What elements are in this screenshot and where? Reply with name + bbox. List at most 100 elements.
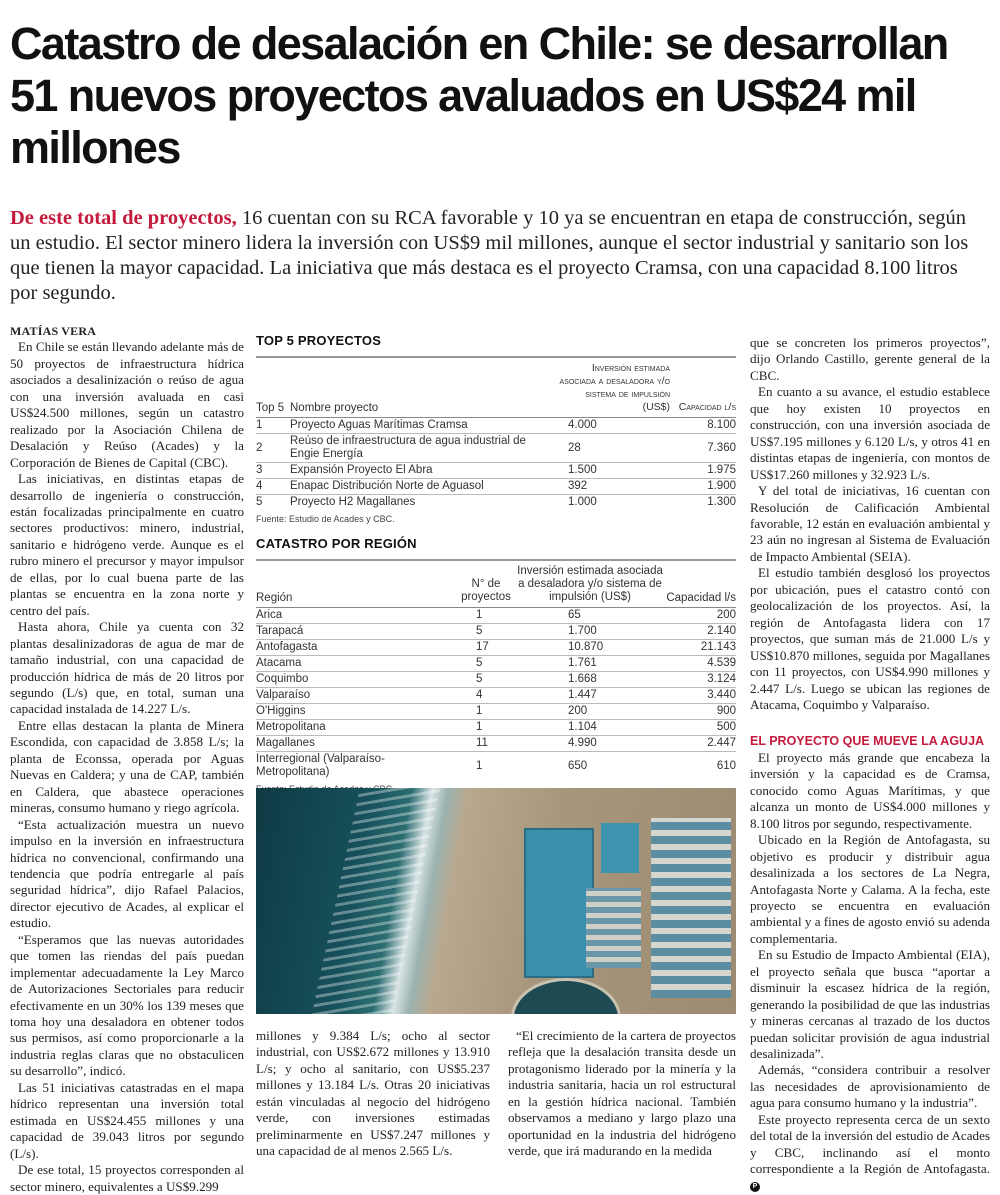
table-cell: 3	[256, 462, 290, 479]
table-row: O'Higgins 1 200 900	[256, 703, 736, 720]
top5-header-rank: Top 5	[256, 360, 290, 418]
table-cell: Antofagasta	[256, 639, 456, 656]
paragraph: Y del total de iniciativas, 16 cuentan c…	[750, 483, 990, 564]
table-cell: 28	[556, 433, 676, 463]
table-cell: 392	[556, 478, 676, 495]
paragraph: Entre ellas destacan la planta de Minera…	[10, 717, 244, 816]
top5-header-name: Nombre proyecto	[290, 360, 556, 418]
table-cell: 200	[516, 703, 664, 720]
table-cell: 1.000	[568, 496, 597, 508]
table-cell: 17	[456, 639, 516, 656]
table-row: Interregional (Valparaíso- Metropolitana…	[256, 752, 736, 781]
region-header-investment: Inversión estimada asociada a desaladora…	[516, 563, 664, 608]
table-cell: 1.447	[516, 687, 664, 704]
lead-paragraph: De este total de proyectos, 16 cuentan c…	[10, 206, 990, 306]
paragraph: “Esta actualización muestra un nuevo imp…	[10, 816, 244, 931]
top5-header-investment: Inversión estimada asociada a desaladora…	[556, 360, 676, 418]
surf-foam	[311, 788, 441, 1014]
headline: Catastro de desalación en Chile: se desa…	[10, 18, 949, 173]
table-cell: 5	[456, 671, 516, 688]
paragraph: Ubicado en la Región de Antofagasta, su …	[750, 832, 990, 946]
paragraph: Este proyecto representa cerca de un sex…	[750, 1111, 990, 1192]
table-row: 5 Proyecto H2 Magallanes 1.000 1.300	[256, 495, 736, 511]
table-cell: Valparaíso	[256, 687, 456, 704]
table-cell: Arica	[256, 607, 456, 624]
top5-header-capacity: Capacidad l/s	[676, 360, 736, 418]
left-paragraphs: En Chile se están llevando adelante más …	[10, 339, 244, 1195]
byline: MATÍAS VERA	[10, 324, 97, 338]
table-cell: Enapac Distribución Norte de Aguasol	[290, 478, 556, 495]
table-row: Magallanes 11 4.990 2.447	[256, 735, 736, 752]
table-cell: 1.300	[707, 496, 736, 508]
table-cell: 610	[716, 759, 736, 772]
paragraph: En su Estudio de Impacto Ambiental (EIA)…	[750, 947, 990, 1062]
paragraph: Las 51 iniciativas catastradas en el map…	[10, 1079, 244, 1161]
table-cell: 1.900	[676, 478, 736, 495]
table-cell: 1.668	[516, 671, 664, 688]
table-cell: 500	[664, 719, 736, 736]
table-cell: 1.500	[556, 462, 676, 479]
table-cell: 21.143	[664, 639, 736, 656]
top5-source: Fuente: Estudio de Acades y CBC.	[256, 514, 395, 524]
table-cell: 4.990	[516, 735, 664, 752]
subheading: EL PROYECTO QUE MUEVE LA AGUJA	[750, 734, 985, 749]
table-cell: 1	[456, 607, 516, 624]
end-mark-icon: P	[750, 1181, 760, 1192]
table-row: Valparaíso 4 1.447 3.440	[256, 687, 736, 704]
table-cell: 1.761	[516, 655, 664, 672]
table-cell: 4	[256, 478, 290, 495]
table-cell: Coquimbo	[256, 671, 456, 688]
water-tank	[511, 978, 621, 1014]
table-row: 3 Expansión Proyecto El Abra 1.500 1.975	[256, 462, 736, 479]
table-cell: 200	[664, 607, 736, 624]
table-row: 4 Enapac Distribución Norte de Aguasol 392…	[256, 478, 736, 495]
table-cell: 1	[476, 759, 483, 772]
table-cell: 11	[456, 735, 516, 752]
table-cell: 650	[568, 759, 588, 772]
desalination-plant-aerial-photo	[256, 788, 736, 1014]
table-cell: 1	[256, 417, 290, 434]
table-cell: 10.870	[516, 639, 664, 656]
region-header-capacity: Capacidad l/s	[664, 563, 736, 608]
lead-kicker: De este total de proyectos,	[10, 207, 237, 229]
middle-subcolumn-1: millones y 9.384 L/s; ocho al sector ind…	[256, 1028, 490, 1160]
table-cell: 4.539	[664, 655, 736, 672]
paragraph: “El crecimiento de la cartera de proyect…	[508, 1028, 736, 1159]
tables-section: TOP 5 PROYECTOS Top 5 Nombre proyecto In…	[256, 333, 736, 806]
table-cell: 5	[456, 655, 516, 672]
paragraph: En Chile se están llevando adelante más …	[10, 339, 244, 470]
paragraph: El proyecto más grande que encabeza la i…	[750, 749, 990, 831]
plant-building-small	[601, 823, 639, 873]
table-cell: 5	[256, 496, 263, 508]
plant-modules	[586, 888, 641, 968]
region-table: Región N° de proyectos Inversión estimad…	[256, 563, 736, 780]
table-cell: 4	[456, 687, 516, 704]
table-cell: 3.124	[664, 671, 736, 688]
table-cell: Reúso de infraestructura de agua industr…	[290, 433, 556, 463]
paragraph: Las iniciativas, en distintas etapas de …	[10, 471, 244, 618]
table-row: Tarapacá 5 1.700 2.140	[256, 623, 736, 640]
paragraph: Hasta ahora, Chile ya cuenta con 32 plan…	[10, 619, 244, 717]
middle-subcolumn-2: “El crecimiento de la cartera de proyect…	[508, 1028, 736, 1160]
table-cell: Tarapacá	[256, 623, 456, 640]
table-cell: 1.104	[516, 719, 664, 736]
table-cell: 65	[516, 607, 664, 624]
table-row: Arica 1 65 200	[256, 607, 736, 624]
table-cell: Interregional (Valparaíso- Metropolitana…	[256, 753, 385, 778]
table-cell: Expansión Proyecto El Abra	[290, 462, 556, 479]
table-row: Antofagasta 17 10.870 21.143	[256, 639, 736, 656]
table-cell: 7.360	[676, 433, 736, 463]
paragraph: El estudio también desglosó los proyecto…	[750, 565, 990, 712]
top5-title: TOP 5 PROYECTOS	[256, 333, 736, 358]
table-row: Coquimbo 5 1.668 3.124	[256, 671, 736, 688]
table-cell: 1	[456, 703, 516, 720]
plant-membrane-racks	[651, 818, 731, 998]
table-cell: 3.440	[664, 687, 736, 704]
paragraph: “Esperamos que las nuevas autoridades qu…	[10, 931, 244, 1079]
table-cell: O'Higgins	[256, 703, 456, 720]
paragraph: En cuanto a su avance, el estudio establ…	[750, 384, 990, 482]
table-cell: Proyecto H2 Magallanes	[290, 496, 416, 508]
table-cell: 1.975	[676, 462, 736, 479]
table-cell: Magallanes	[256, 735, 456, 752]
region-header-region: Región	[256, 563, 456, 608]
